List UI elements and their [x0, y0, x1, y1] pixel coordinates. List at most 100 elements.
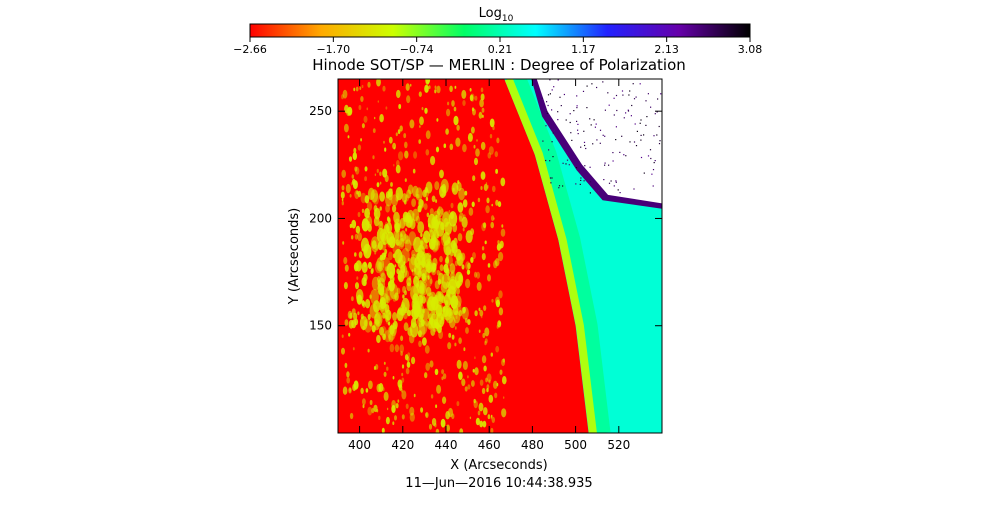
facula-speck — [446, 289, 451, 297]
facula-speck — [382, 85, 386, 92]
edge-dot — [557, 119, 559, 121]
facula-speck — [424, 372, 428, 379]
facula-speck — [447, 342, 452, 350]
facula-speck — [424, 319, 429, 327]
facula-speck — [475, 417, 480, 426]
facula-speck — [478, 402, 484, 412]
facula-speck — [400, 351, 403, 356]
facula-speck — [490, 414, 493, 418]
facula-speck — [406, 356, 410, 363]
edge-dot — [645, 124, 647, 126]
edge-dot — [576, 105, 578, 107]
facula-speck — [499, 240, 504, 249]
facula-speck — [467, 384, 471, 390]
facula-speck — [487, 152, 492, 159]
facula-speck — [441, 183, 446, 192]
edge-dot — [628, 94, 630, 96]
edge-dot — [629, 141, 631, 143]
y-axis-label: Y (Arcseconds) — [287, 208, 302, 305]
heatmap-image — [338, 79, 662, 433]
facula-speck — [409, 256, 418, 272]
edge-dot — [557, 79, 559, 81]
facula-speck — [452, 187, 455, 192]
facula-speck — [406, 95, 411, 104]
facula-speck — [397, 129, 401, 135]
edge-dot — [645, 100, 647, 102]
facula-speck — [381, 301, 383, 305]
facula-speck — [469, 416, 472, 420]
facula-speck — [382, 312, 386, 319]
edge-dot — [656, 134, 658, 136]
facula-speck — [373, 205, 378, 212]
facula-speck — [480, 93, 485, 101]
facula-speck — [461, 378, 466, 387]
y-tick-label: 250 — [309, 104, 332, 118]
facula-speck — [453, 252, 457, 257]
edge-dot — [541, 97, 543, 99]
facula-speck — [474, 157, 478, 166]
facula-speck — [378, 220, 384, 230]
facula-speck — [365, 388, 369, 393]
facula-speck — [358, 105, 362, 110]
facula-speck — [361, 208, 365, 213]
facula-speck — [436, 384, 442, 394]
facula-speck — [413, 267, 416, 273]
facula-speck — [439, 169, 444, 179]
edge-dot — [549, 93, 551, 95]
edge-dot — [599, 142, 601, 144]
edge-dot — [577, 123, 579, 125]
facula-speck — [366, 107, 369, 111]
facula-speck — [490, 221, 495, 229]
facula-speck — [472, 368, 475, 373]
facula-speck — [424, 107, 428, 114]
edge-dot — [613, 185, 615, 187]
edge-dot — [615, 139, 617, 141]
facula-speck — [459, 428, 464, 433]
facula-speck — [435, 146, 440, 153]
facula-speck — [482, 420, 487, 428]
facula-speck — [352, 347, 355, 351]
edge-dot — [598, 190, 600, 192]
facula-speck — [479, 309, 484, 317]
facula-speck — [354, 166, 358, 172]
facula-speck — [367, 187, 375, 200]
facula-speck — [440, 418, 446, 428]
facula-speck — [415, 187, 423, 201]
facula-speck — [379, 228, 388, 242]
facula-speck — [407, 352, 411, 358]
facula-speck — [474, 356, 476, 360]
facula-speck — [477, 197, 481, 203]
facula-speck — [434, 181, 440, 191]
facula-speck — [471, 126, 475, 134]
facula-speck — [374, 244, 378, 251]
facula-speck — [429, 254, 432, 258]
facula-speck — [480, 141, 486, 151]
facula-speck — [398, 384, 403, 391]
facula-speck — [387, 281, 392, 288]
facula-speck — [411, 356, 416, 365]
facula-speck — [393, 211, 400, 224]
edge-dot — [654, 160, 656, 162]
facula-speck — [374, 250, 377, 255]
facula-speck — [351, 174, 354, 179]
facula-speck — [440, 281, 448, 294]
facula-speck — [385, 416, 390, 425]
facula-speck — [468, 207, 474, 216]
edge-dot — [635, 96, 637, 98]
facula-speck — [347, 135, 350, 139]
facula-speck — [430, 326, 436, 336]
facula-speck — [489, 118, 495, 128]
facula-speck — [357, 311, 360, 316]
facula-speck — [426, 212, 430, 218]
facula-speck — [419, 199, 425, 209]
y-tick-label: 150 — [309, 319, 332, 333]
facula-speck — [458, 212, 464, 222]
facula-speck — [374, 173, 377, 176]
facula-speck — [449, 85, 453, 93]
facula-speck — [385, 295, 390, 304]
x-axis-label: X (Arcseconds) — [450, 458, 547, 473]
colorbar-label: Log10 — [479, 6, 514, 24]
facula-speck — [401, 372, 404, 377]
facula-speck — [353, 87, 356, 92]
edge-dot — [613, 114, 615, 116]
